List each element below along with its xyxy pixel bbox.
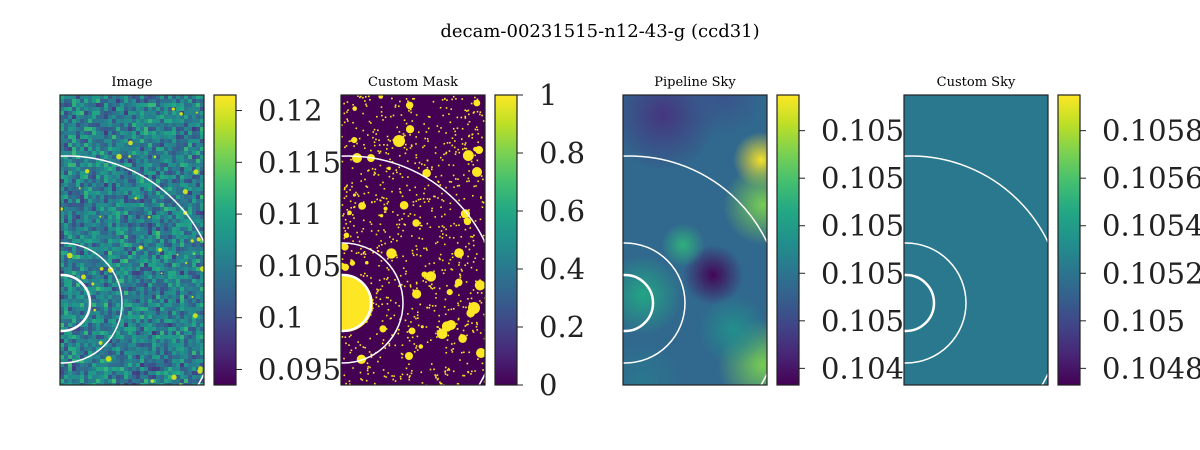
colorbar [776, 94, 800, 386]
colorbar-tick-label: 0 [539, 368, 557, 402]
figure-title: decam-00231515-n12-43-g (ccd31) [440, 21, 759, 42]
colorbar-tick-label: 0.12 [258, 94, 323, 128]
image-frame [903, 94, 1049, 386]
colorbar-tick-label: 0.8 [539, 136, 585, 170]
panel-title: Custom Sky [937, 75, 1016, 90]
panel-1: Custom Mask 0 0.2 0.4 0.6 0.8 1 [340, 75, 585, 402]
colorbar-tick-label: 0.1054 [1102, 209, 1200, 243]
panel-title: Custom Mask [368, 75, 458, 90]
colorbar-tick-label: 0.105 [821, 304, 904, 338]
heatmap-image [904, 95, 1048, 385]
colorbar [494, 94, 518, 386]
panels: Image 0.095 0.1 0.105 0.11 0.115 0.12 Custom Ma… [59, 75, 1200, 402]
colorbar-tick-label: 0.1052 [1102, 256, 1200, 290]
panel-title: Image [111, 75, 153, 90]
panel-title: Pipeline Sky [654, 75, 736, 90]
colorbar-tick-label: 0.6 [539, 194, 585, 228]
colorbar-tick-label: 0.1056 [1102, 161, 1200, 195]
colorbar-tick-label: 0.11 [258, 197, 323, 231]
colorbar-tick-label: 0.095 [258, 352, 341, 386]
image-frame [59, 94, 205, 386]
colorbar-tick-label: 0.105 [1102, 304, 1185, 338]
colorbar-tick-label: 0.105 [258, 249, 341, 283]
image-frame [622, 94, 768, 386]
colorbar-tick-label: 0.1 [258, 301, 304, 335]
heatmap-image [341, 95, 485, 385]
panel-3: Custom Sky 0.1048 0.105 0.1052 0.1054 0.1056 0… [903, 75, 1200, 386]
colorbar [213, 94, 237, 386]
colorbar-tick-label: 0.4 [539, 252, 585, 286]
panel-0: Image 0.095 0.1 0.105 0.11 0.115 0.12 [59, 75, 341, 386]
image-frame [340, 94, 486, 386]
colorbar-tick-label: 0.115 [258, 145, 341, 179]
colorbar-tick-label: 1 [539, 78, 557, 112]
heatmap-image [623, 95, 767, 385]
heatmap-image [60, 95, 204, 385]
colorbar-tick-label: 0.1058 [1102, 114, 1200, 148]
colorbar-tick-label: 0.2 [539, 310, 585, 344]
colorbar [1057, 94, 1081, 386]
colorbar-tick-label: 0.1048 [1102, 351, 1200, 385]
